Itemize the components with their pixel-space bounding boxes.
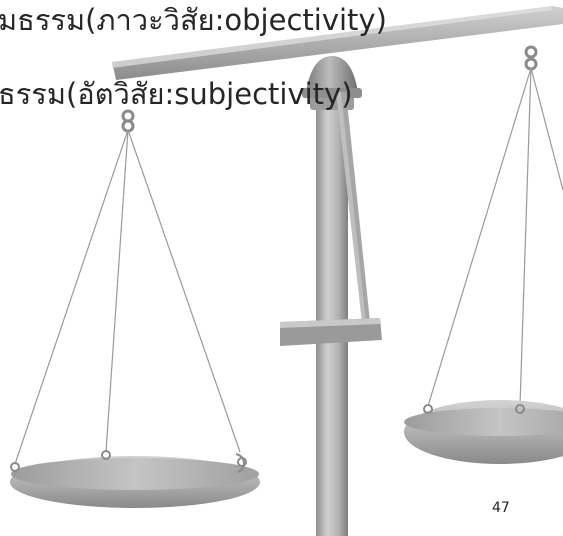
text-line-2: ธรรม(อัตวิสัย:subjectivity) [0,80,353,109]
page-number: 47 [492,500,510,516]
text-line-1: มธรรม(ภาวะวิสัย:objectivity) [0,6,387,35]
left-pan-strings [15,130,240,464]
right-pan [404,400,563,464]
brace [280,318,382,346]
left-hook [123,111,133,131]
left-pan [10,451,260,508]
right-pan-strings [428,68,563,406]
right-hook [526,47,536,69]
